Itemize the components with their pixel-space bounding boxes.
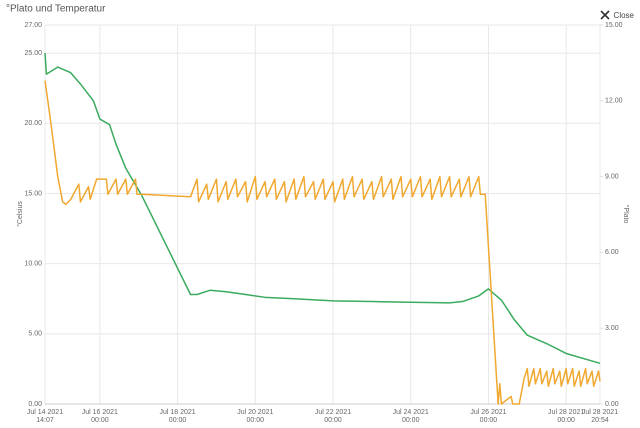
y2-tick-label: 9.00 xyxy=(605,173,619,180)
x-tick-label: Jul 18 2021 xyxy=(159,409,195,416)
x-tick-label: Jul 24 2021 xyxy=(393,409,429,416)
x-tick-label: Jul 28 2021 xyxy=(582,409,618,416)
y2-tick-label: 3.00 xyxy=(605,325,619,332)
x-tick-label: 20:54 xyxy=(591,417,609,424)
close-label: Close xyxy=(613,10,634,20)
x-tick-label: Jul 16 2021 xyxy=(82,409,118,416)
y2-tick-label: 15.00 xyxy=(605,22,623,29)
x-tick-label: 00:00 xyxy=(91,417,109,424)
y-tick-label: 5.00 xyxy=(28,331,42,338)
x-tick-label: Jul 26 2021 xyxy=(470,409,506,416)
x-tick-label: Jul 28 2021 xyxy=(548,409,584,416)
y2-tick-label: 12.00 xyxy=(605,98,623,105)
y-axis-label: °Celsius xyxy=(16,201,24,227)
y-tick-label: 0.00 xyxy=(28,401,42,408)
line-series xyxy=(44,53,601,365)
y-tick-label: 27.00 xyxy=(24,22,42,29)
y2-tick-label: 0.00 xyxy=(605,401,619,408)
x-tick-label: 00:00 xyxy=(247,417,265,424)
line-series xyxy=(44,80,601,405)
x-tick-label: Jul 22 2021 xyxy=(315,409,351,416)
x-tick-label: 14:07 xyxy=(36,417,54,424)
y-tick-label: 10.00 xyxy=(24,260,42,267)
x-tick-label: 00:00 xyxy=(480,417,498,424)
chart-title: °Plato und Temperatur xyxy=(6,4,106,15)
x-tick-label: Jul 14 2021 xyxy=(27,409,63,416)
y2-axis-label: °Plato xyxy=(622,205,630,224)
x-tick-label: Jul 20 2021 xyxy=(237,409,273,416)
y2-tick-label: 6.00 xyxy=(605,249,619,256)
x-tick-label: 00:00 xyxy=(402,417,420,424)
x-tick-label: 00:00 xyxy=(557,417,575,424)
close-icon xyxy=(599,10,610,20)
x-tick-label: 00:00 xyxy=(169,417,187,424)
close-button[interactable]: Close xyxy=(599,10,634,20)
x-tick-label: 00:00 xyxy=(324,417,342,424)
y-tick-label: 20.00 xyxy=(24,120,42,127)
y-tick-label: 15.00 xyxy=(24,190,42,197)
y-tick-label: 25.00 xyxy=(24,50,42,57)
